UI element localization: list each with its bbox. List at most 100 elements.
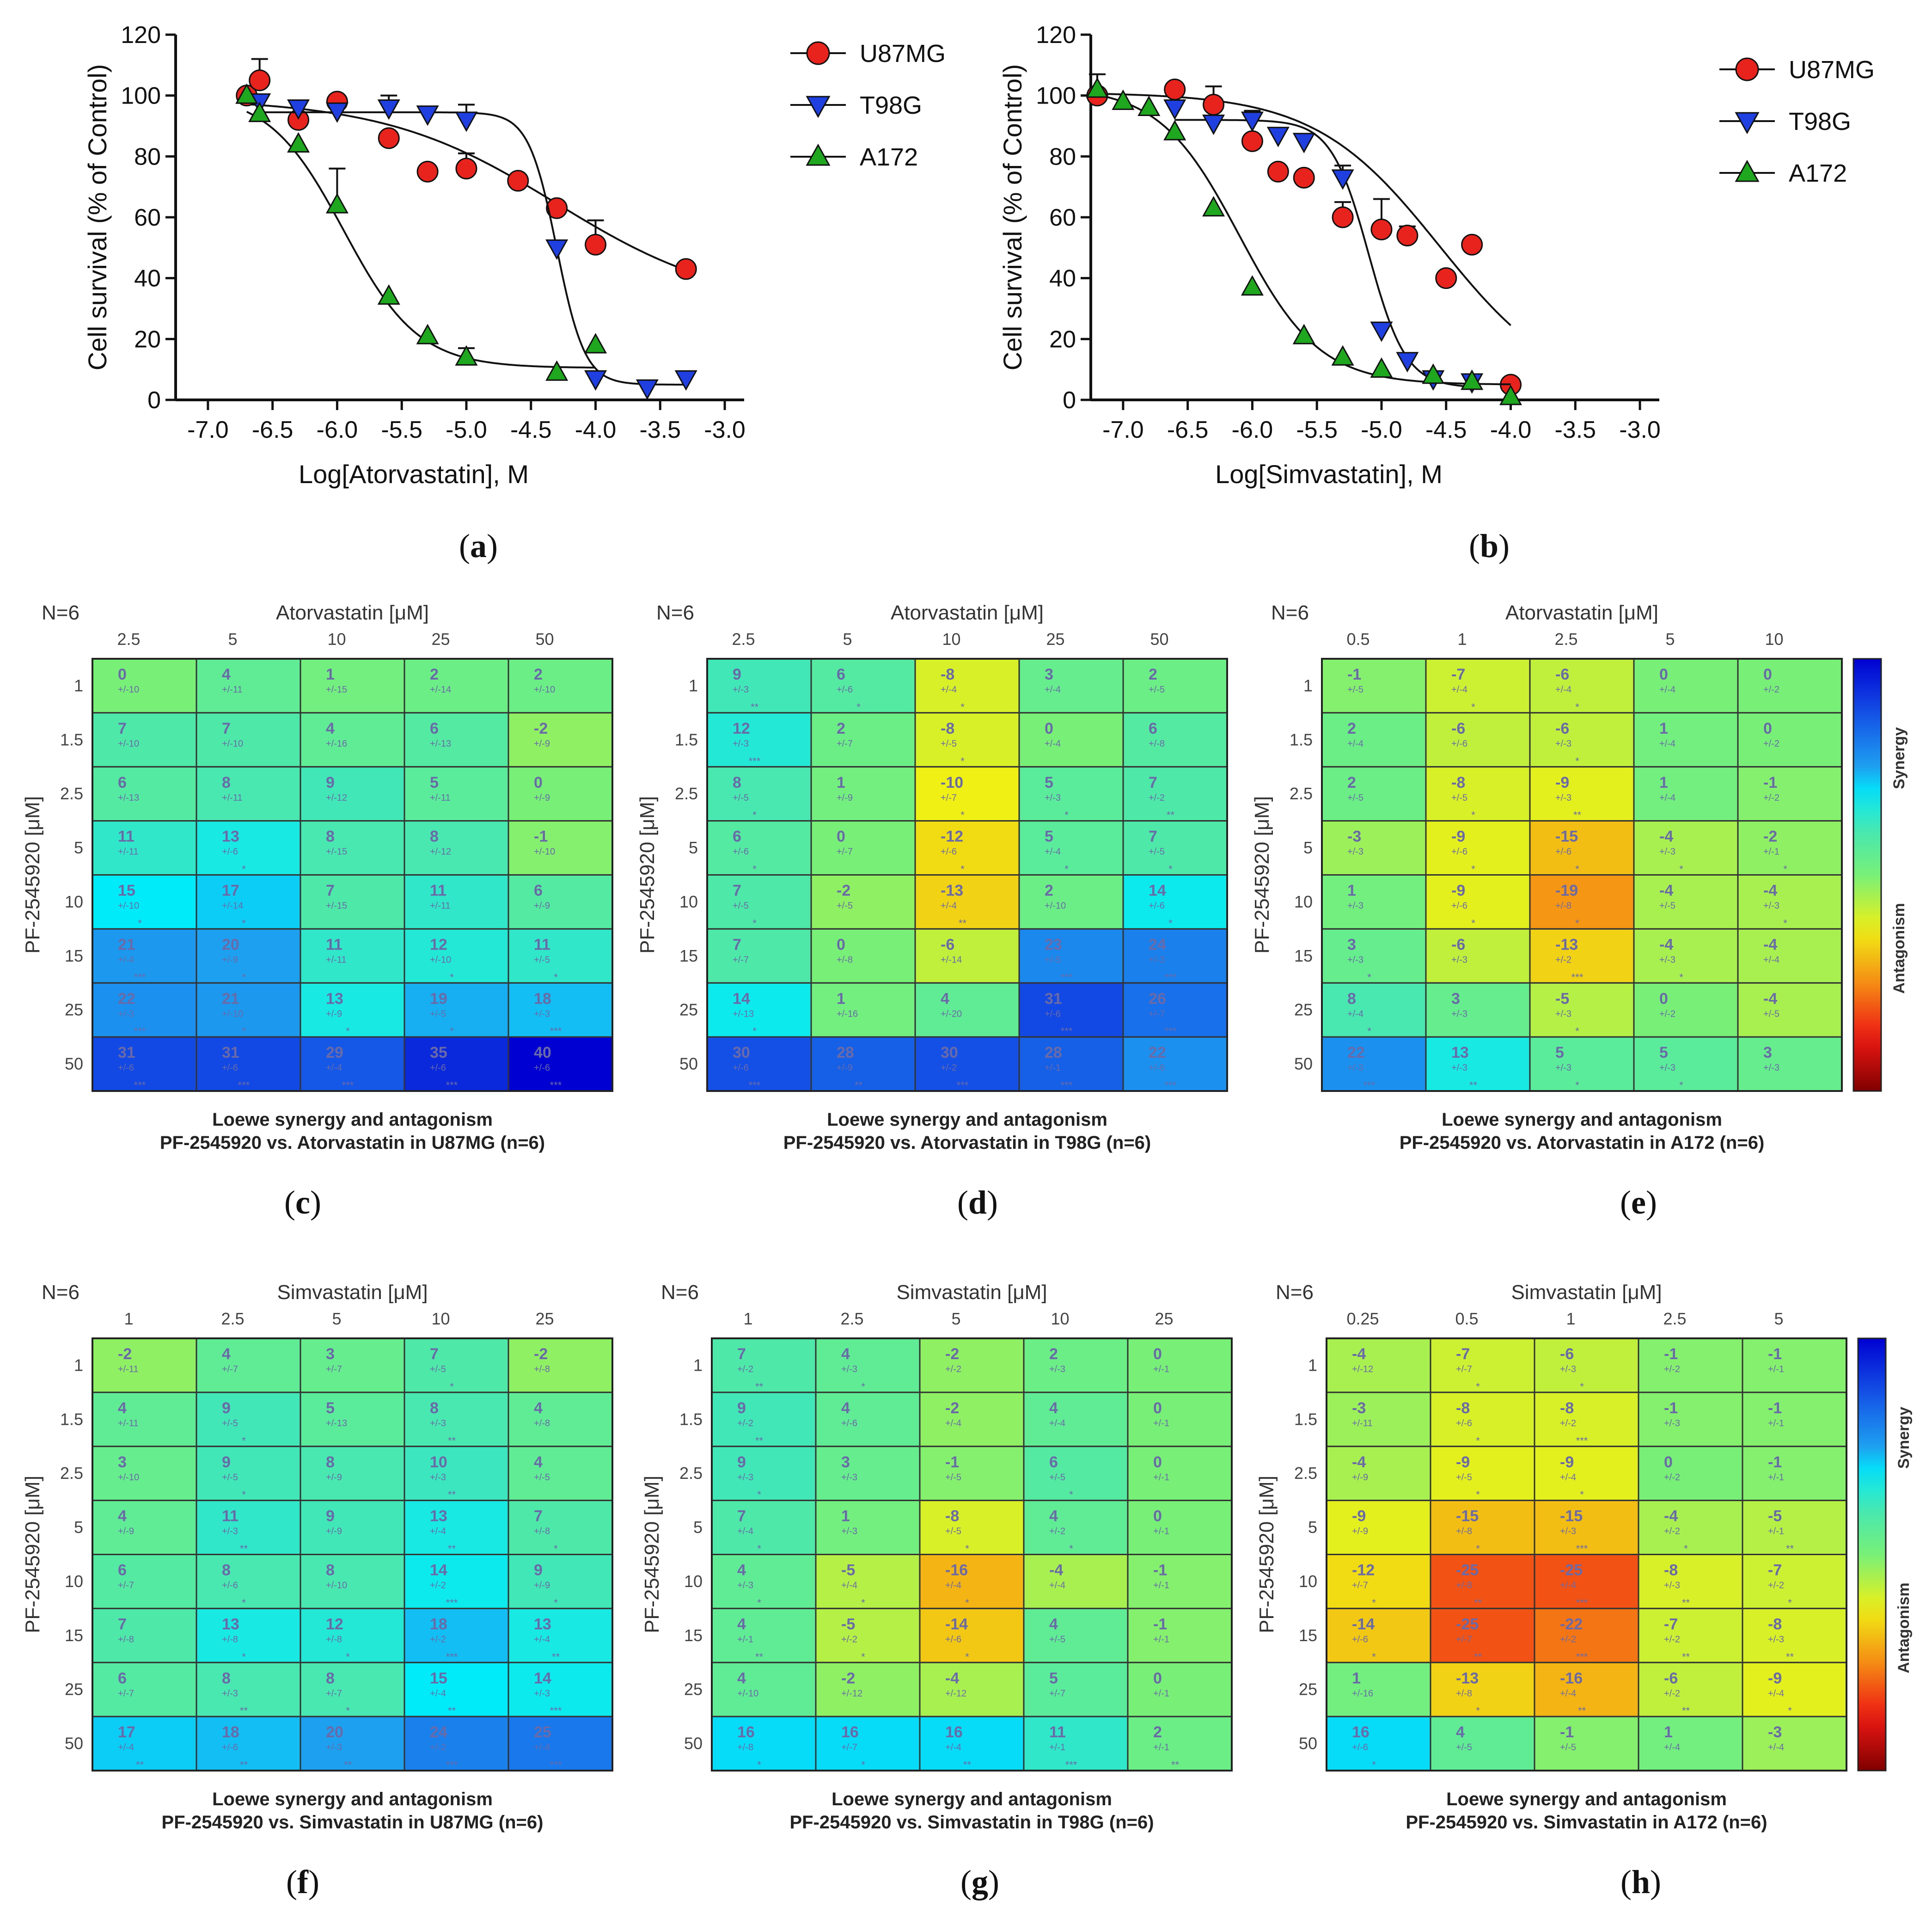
cell-sd: +/-3 (1659, 955, 1675, 965)
cell-fill (1321, 928, 1427, 984)
cell-value: 0 (1153, 1399, 1162, 1417)
cell-significance: *** (134, 1079, 146, 1091)
cell-significance: *** (446, 1759, 458, 1771)
cell-fill (196, 658, 301, 714)
cell-value: -8 (1451, 774, 1465, 791)
cell-value: 9 (737, 1399, 746, 1417)
cell-sd: +/-5 (222, 1418, 238, 1428)
cell-sd: +/-5 (430, 1364, 446, 1374)
heatmap-cell: -22+/-2*** (1534, 1607, 1639, 1663)
cell-sd: +/-3 (1347, 901, 1363, 911)
cell-fill (196, 1500, 301, 1555)
cell-value: 8 (326, 828, 335, 846)
cell-value: 0 (837, 828, 845, 846)
cell-value: 4 (534, 1453, 543, 1471)
cell-fill (300, 1337, 405, 1393)
heatmap-cell: 0+/-7 (810, 820, 916, 876)
cell-significance: * (757, 1489, 761, 1501)
cell-significance: * (1168, 864, 1173, 875)
cell-value: 12 (430, 936, 447, 953)
cell-fill (92, 874, 197, 930)
cell-sd: +/-4 (1045, 685, 1061, 695)
cell-fill (1638, 1446, 1743, 1502)
colorbar-antagonism-label: Antagonism (1890, 903, 1908, 993)
cell-fill (507, 1392, 613, 1447)
cell-value: 8 (1347, 990, 1356, 1007)
cell-value: 11 (1049, 1723, 1066, 1741)
heatmap-cell: 15+/-10 * (92, 874, 197, 930)
heatmap-cell: -1+/-2 (1638, 1337, 1743, 1393)
cell-value: 5 (430, 774, 439, 791)
cell-fill (1529, 820, 1635, 876)
heatmap-cell: -2+/-1 * (1737, 820, 1843, 876)
cell-value: 2 (1347, 774, 1356, 791)
row-label: 50 (684, 1734, 703, 1753)
heatmap-cell: 9 +/-12 (300, 766, 405, 822)
cell-sd: +/-8 (1149, 739, 1165, 749)
cell-fill (196, 1392, 301, 1447)
heatmap-cell: 11 +/-3** (196, 1500, 301, 1555)
cell-sd: +/-2 (1560, 1634, 1576, 1644)
cell-value: -1 (1768, 1453, 1782, 1471)
cell-significance: * (960, 701, 965, 713)
cell-value: 11 (222, 1508, 238, 1525)
heatmap-border (92, 658, 613, 1092)
cell-value: 20 (326, 1723, 343, 1741)
caption-line-1: Loewe synergy and antagonism (1442, 1110, 1722, 1130)
heatmap-cell: -15 +/-8 * (1430, 1500, 1535, 1555)
heatmap-cell: -6 +/-4 * (1529, 658, 1635, 714)
heatmap-cell: 7+/-5 * (404, 1337, 509, 1393)
cell-sd: +/-8 (534, 1418, 550, 1428)
heatmap-f: N=6 Simvastatin [μM] 1 2.5 5 10 25 1 1.5 2.5 5 10 15… (21, 1281, 613, 1833)
data-point (1332, 206, 1354, 228)
cell-significance: *** (1363, 1079, 1376, 1091)
column-label: 10 (942, 630, 960, 649)
column-label: 5 (1774, 1309, 1783, 1328)
heatmap-cell: 7 +/-10 (196, 712, 301, 768)
heatmap-cell: 14 +/-2*** (404, 1554, 509, 1609)
cell-sd: +/-4 (1560, 1688, 1576, 1698)
data-point (1435, 267, 1457, 289)
cell-sd: +/-2 (1659, 1009, 1675, 1019)
heatmap-cell: -4+/-3 * (1633, 820, 1739, 876)
heatmap-title: Simvastatin [μM] (277, 1281, 428, 1304)
heatmap-cell: -6 +/-3 * (1529, 712, 1635, 768)
heatmap-cell: -13+/-8 * (1430, 1661, 1535, 1717)
cell-fill (1529, 1036, 1635, 1092)
caption-line-1: Loewe synergy and antagonism (212, 1110, 493, 1130)
data-point (235, 83, 258, 104)
heatmap-cell: -7 +/-2 * (1742, 1554, 1847, 1609)
cell-fill (1633, 982, 1739, 1038)
row-label: 15 (1294, 946, 1313, 965)
cell-value: 4 (841, 1399, 850, 1417)
cell-sd: +/-11 (222, 793, 243, 803)
cell-significance: * (346, 1705, 350, 1717)
cell-value: -9 (1768, 1669, 1782, 1687)
heatmap-ylabel: PF-2545920 [μM] (1251, 796, 1273, 954)
column-label: 10 (1765, 630, 1783, 649)
cell-value: -15 (1560, 1508, 1583, 1525)
cell-sd: +/-4 (941, 901, 957, 911)
cell-sd: +/-6 (222, 1063, 238, 1073)
colorbar-antagonism-label: Antagonism (1895, 1582, 1913, 1673)
cell-sd: +/-1 (1153, 1364, 1169, 1374)
cell-fill (1534, 1716, 1639, 1772)
heatmap-cell: 18+/-6** (196, 1716, 301, 1772)
cell-fill (1425, 1036, 1531, 1092)
cell-fill (196, 1554, 301, 1609)
x-tick-label: -4.5 (510, 417, 552, 443)
cell-sd: +/-11 (118, 1418, 139, 1428)
row-label: 1 (1303, 676, 1313, 695)
cell-value: 3 (1045, 666, 1053, 683)
heatmap-cell: 16+/-7 * (815, 1716, 921, 1772)
cell-significance: ** (240, 1759, 248, 1771)
cell-fill (507, 874, 613, 930)
cell-sd: +/-11 (326, 955, 347, 965)
cell-sd: +/-1 (1768, 1527, 1784, 1537)
cell-fill (1321, 766, 1427, 822)
cell-sd: +/-15 (326, 847, 347, 857)
heatmap-cell: -5 +/-3 * (1529, 982, 1635, 1038)
colorbar-fill (1853, 658, 1882, 1092)
column-label: 50 (1150, 630, 1168, 649)
cell-value: 18 (222, 1723, 239, 1741)
